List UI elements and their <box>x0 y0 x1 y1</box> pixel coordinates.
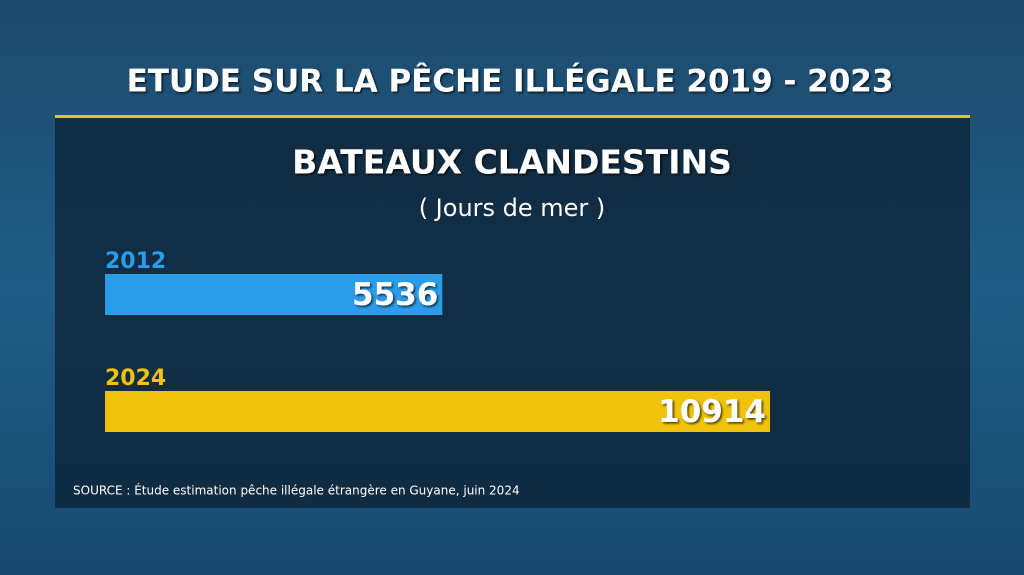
value-label: 10914 <box>658 394 766 430</box>
source: SOURCE : Étude estimation pêche illégale… <box>73 483 520 498</box>
category-label: 2012 <box>105 249 166 274</box>
value-label: 5536 <box>352 277 438 313</box>
unit-label: ( Jours de mer ) <box>419 194 606 222</box>
chart-title: ETUDE SUR LA PÊCHE ILLÉGALE 2019 - 2023 <box>127 64 894 100</box>
bar <box>105 391 770 432</box>
panel-border <box>55 115 970 118</box>
category-label: 2024 <box>105 366 166 391</box>
chart-subtitle: BATEAUX CLANDESTINS <box>292 143 732 182</box>
bar <box>105 274 443 315</box>
